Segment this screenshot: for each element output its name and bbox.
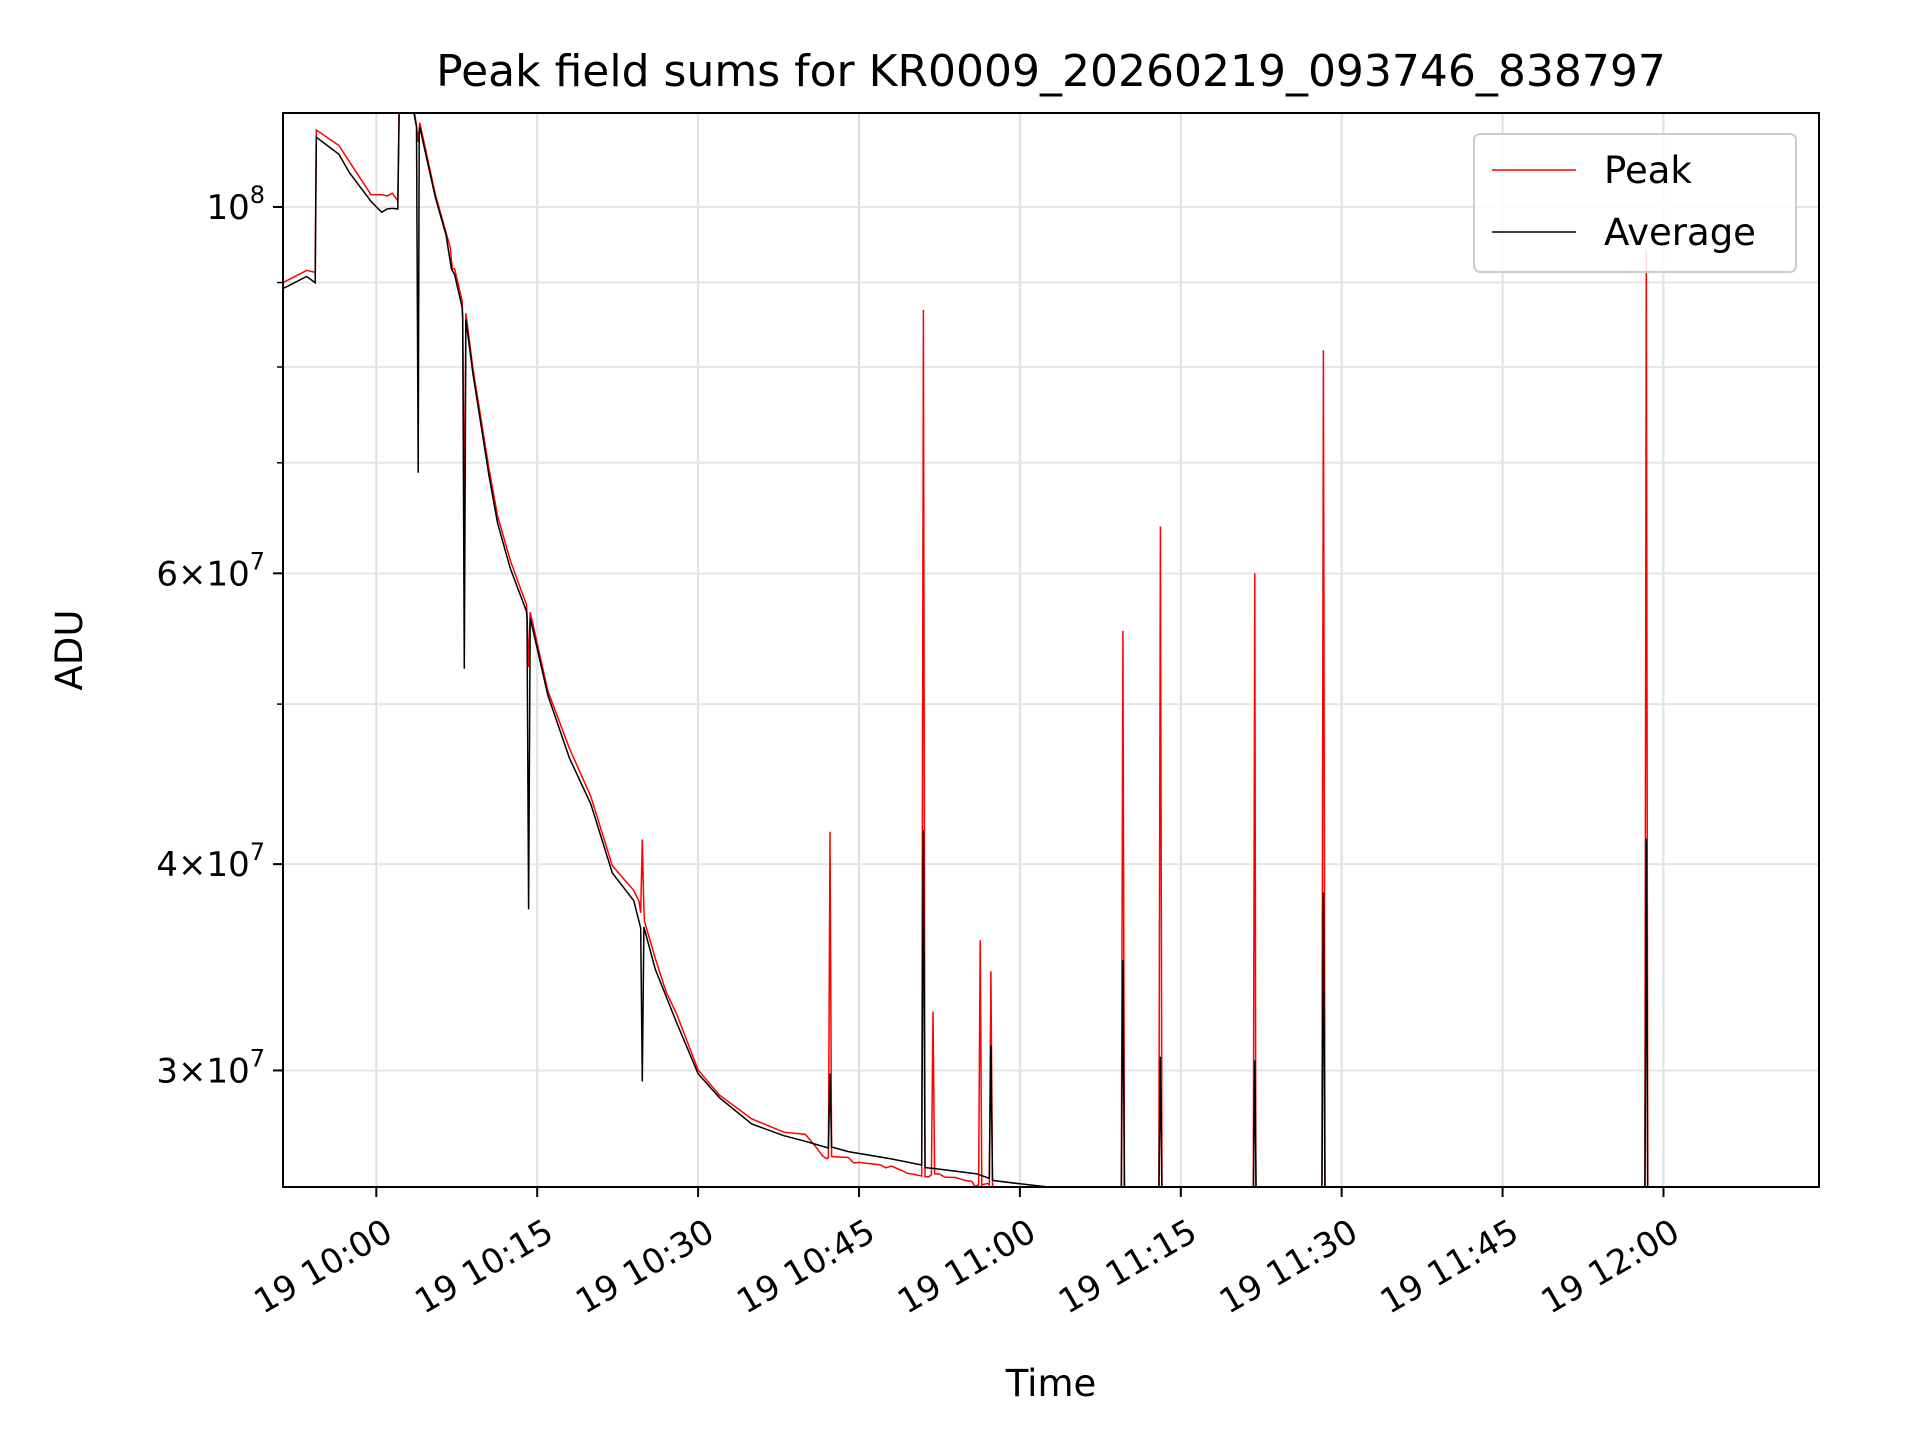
x-axis-label: Time [1005,1362,1097,1405]
y-tick-label: 6×107 [156,547,265,594]
series-line-peak [283,113,1649,1187]
y-axis-label: ADU [48,610,91,691]
y-tick-label: 3×107 [156,1044,265,1091]
legend-average-label: Average [1604,211,1756,254]
y-tick-label: 108 [206,181,265,228]
y-ticks: 3×107 4×107 6×107 108 [156,181,283,1091]
grid [283,113,1819,1187]
series-line-average [283,113,1649,1187]
legend-box [1473,133,1797,273]
y-tick-label: 4×107 [156,838,265,885]
legend: Peak Average [1473,133,1797,273]
legend-peak-label: Peak [1604,149,1692,192]
axes-frame [282,112,1820,1188]
chart-title: Peak field sums for KR0009_20260219_0937… [436,46,1666,97]
plot-series-group [283,113,1649,1187]
